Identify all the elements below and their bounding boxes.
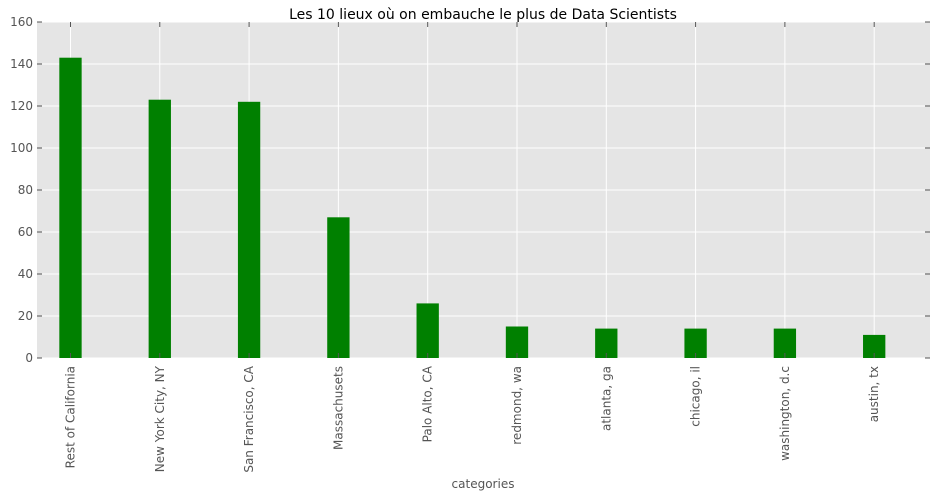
x-tick-label: washington, d.c bbox=[778, 366, 792, 461]
y-tick-label: 40 bbox=[18, 267, 33, 281]
y-tick-label: 120 bbox=[10, 99, 33, 113]
axis-ticks bbox=[37, 21, 930, 359]
y-tick-labels: 0 20 40 60 80 100 120 140 160 bbox=[10, 15, 33, 365]
x-tick-label: atlanta, ga bbox=[599, 366, 613, 431]
x-tick-label: Palo Alto, CA bbox=[421, 365, 435, 442]
x-axis-label: categories bbox=[452, 477, 515, 491]
y-tick-label: 80 bbox=[18, 183, 33, 197]
bar bbox=[505, 326, 529, 358]
x-tick-label: New York City, NY bbox=[153, 365, 167, 472]
y-tick-label: 20 bbox=[18, 309, 33, 323]
x-tick-label: austin, tx bbox=[867, 366, 881, 422]
y-tick-label: 100 bbox=[10, 141, 33, 155]
x-tick-labels: Rest of California New York City, NY San F… bbox=[63, 365, 881, 472]
chart-title: Les 10 lieux où on embauche le plus de D… bbox=[289, 7, 677, 23]
x-tick-label: Rest of California bbox=[63, 366, 77, 468]
x-tick-label: San Francisco, CA bbox=[242, 365, 256, 472]
bar bbox=[148, 99, 171, 358]
bar bbox=[773, 328, 797, 358]
y-tick-label: 160 bbox=[10, 15, 33, 29]
bar bbox=[684, 328, 707, 358]
y-tick-label: 140 bbox=[10, 57, 33, 71]
bar bbox=[327, 217, 350, 358]
bars bbox=[59, 57, 886, 359]
bar bbox=[595, 328, 618, 358]
x-tick-label: redmond, wa bbox=[510, 366, 524, 445]
bar bbox=[416, 303, 439, 358]
bar bbox=[863, 334, 886, 358]
x-tick-label: chicago, il bbox=[689, 366, 703, 427]
y-tick-label: 60 bbox=[18, 225, 33, 239]
bar bbox=[237, 101, 261, 359]
y-tick-label: 0 bbox=[25, 351, 33, 365]
x-tick-label: Massachusets bbox=[331, 366, 345, 450]
bar bbox=[59, 57, 82, 358]
